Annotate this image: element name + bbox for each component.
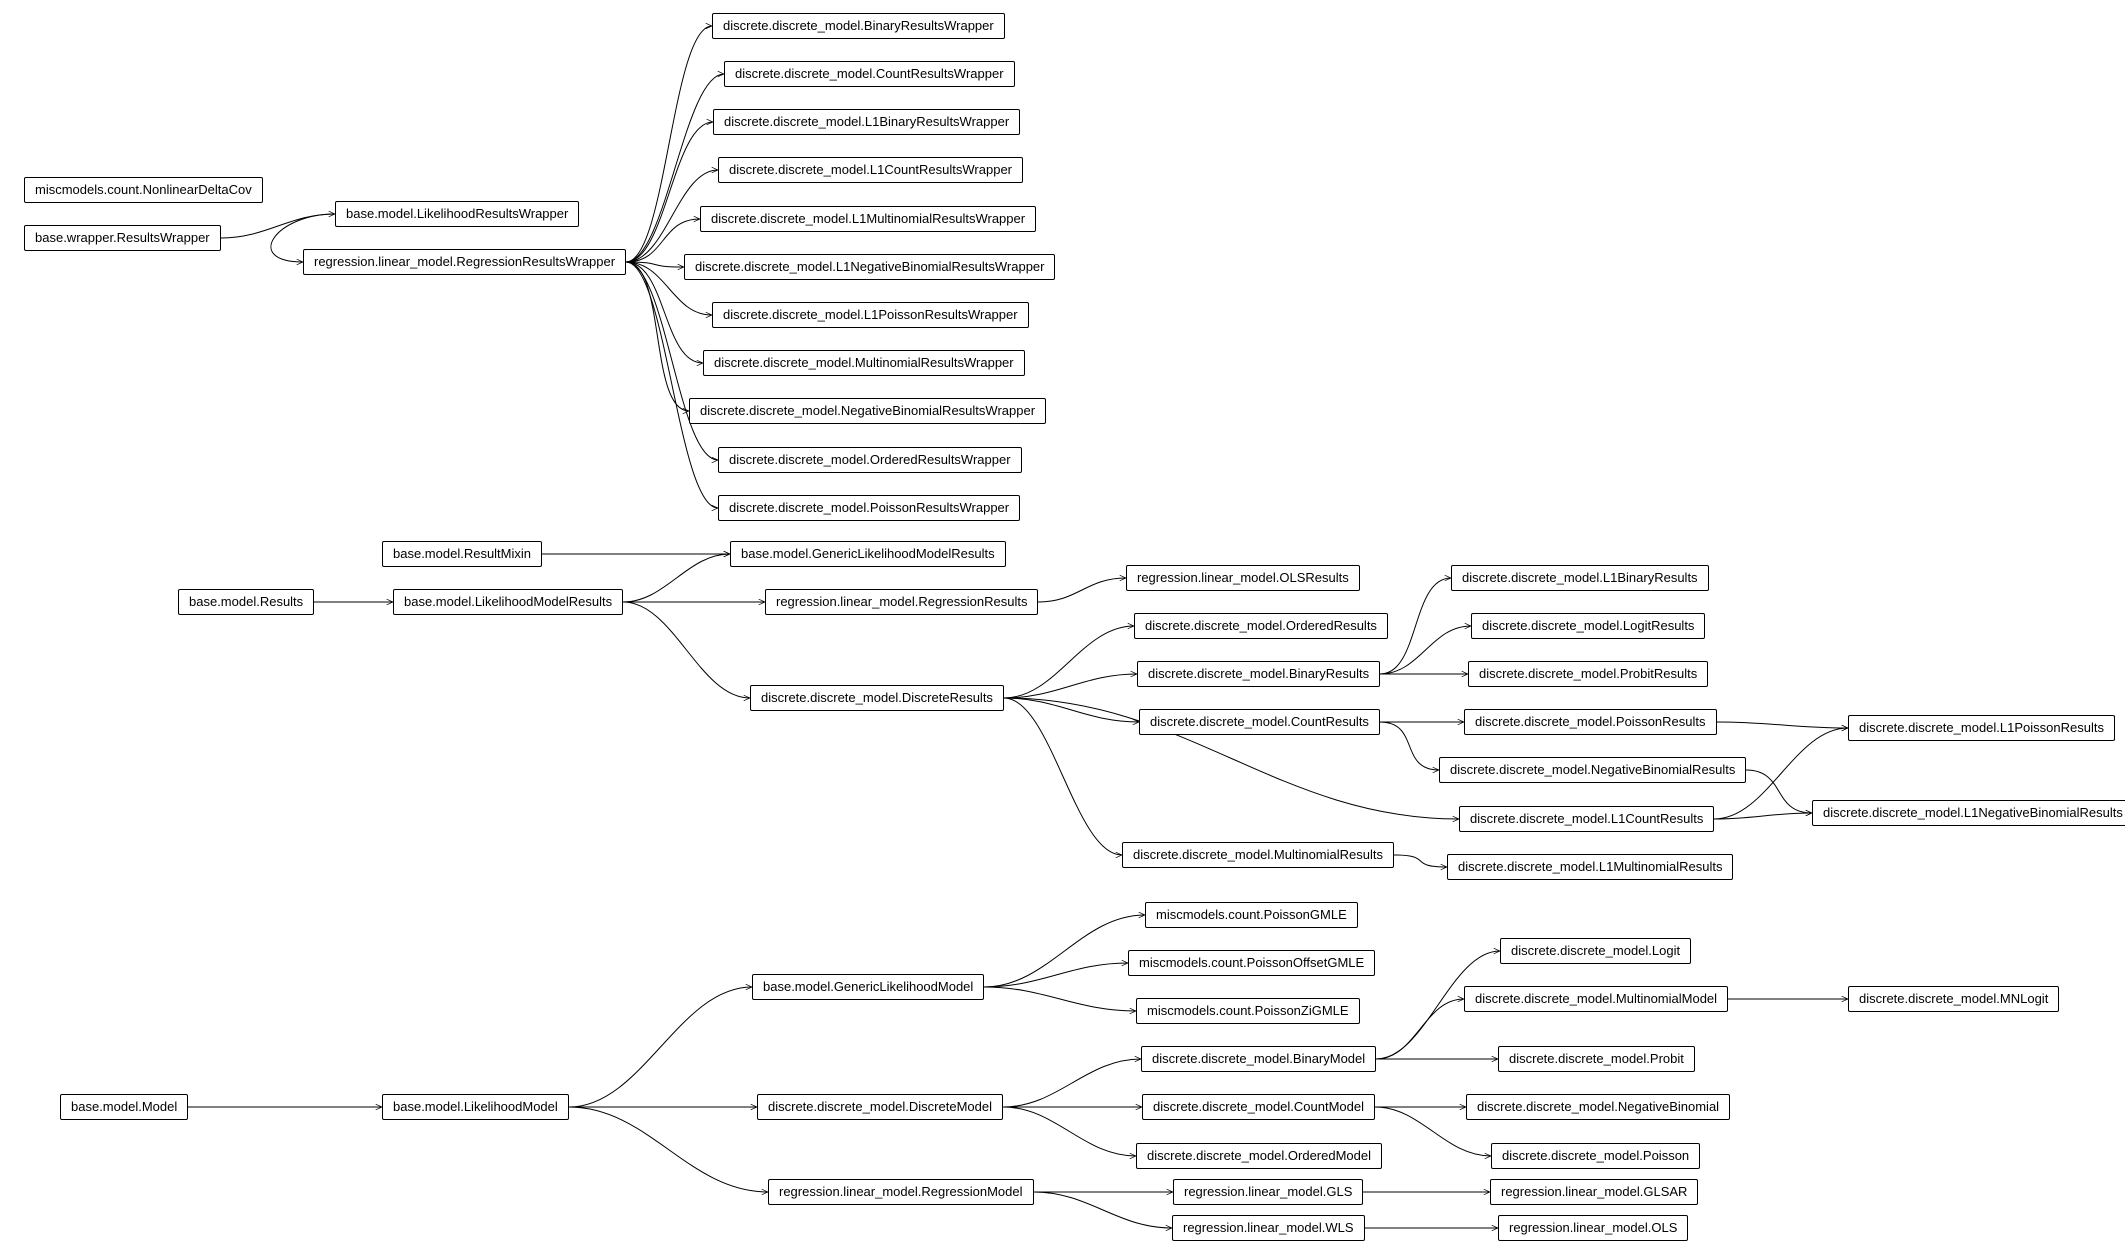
node-n_logit: discrete.discrete_model.Logit [1500, 938, 1691, 964]
edge [1714, 813, 1812, 819]
node-n_wls: regression.linear_model.WLS [1172, 1215, 1365, 1241]
diagram-canvas: discrete.discrete_model.BinaryResultsWra… [0, 0, 2125, 1247]
edge [221, 214, 335, 238]
node-n_ols: regression.linear_model.OLS [1498, 1215, 1688, 1241]
node-n_discretemodel: discrete.discrete_model.DiscreteModel [757, 1094, 1003, 1120]
node-n_genericlikelihoodmodelresults: base.model.GenericLikelihoodModelResults [730, 541, 1006, 567]
edge [1034, 1192, 1172, 1228]
edge [1746, 770, 1812, 813]
node-n_negativebinomial: discrete.discrete_model.NegativeBinomial [1466, 1094, 1730, 1120]
node-n_orderedresults: discrete.discrete_model.OrderedResults [1134, 613, 1388, 639]
node-n_nbresults: discrete.discrete_model.NegativeBinomial… [1439, 757, 1746, 783]
node-n_l1countresults: discrete.discrete_model.L1CountResults [1459, 806, 1714, 832]
node-n_countresults: discrete.discrete_model.CountResults [1139, 709, 1380, 735]
edge [626, 262, 684, 267]
node-n_l1nbresultswrapper: discrete.discrete_model.L1NegativeBinomi… [684, 254, 1055, 280]
node-n_logitresults: discrete.discrete_model.LogitResults [1471, 613, 1705, 639]
node-n_probit: discrete.discrete_model.Probit [1498, 1046, 1695, 1072]
edge [626, 262, 689, 411]
node-n_nbresultswrapper: discrete.discrete_model.NegativeBinomial… [689, 398, 1046, 424]
edge [1004, 698, 1139, 722]
edges-layer [0, 0, 2125, 1247]
node-n_multinomialresults: discrete.discrete_model.MultinomialResul… [1122, 842, 1394, 868]
node-n_poisson: discrete.discrete_model.Poisson [1491, 1143, 1700, 1169]
node-n_l1multinomialresults: discrete.discrete_model.L1MultinomialRes… [1447, 854, 1733, 880]
node-n_orderedresultswrapper: discrete.discrete_model.OrderedResultsWr… [718, 447, 1022, 473]
node-n_likelihoodmodelresults: base.model.LikelihoodModelResults [393, 589, 623, 615]
node-n_regressionresults: regression.linear_model.RegressionResult… [765, 589, 1038, 615]
edge [626, 262, 718, 508]
edge [626, 74, 724, 262]
node-n_l1countresultswrapper: discrete.discrete_model.L1CountResultsWr… [718, 157, 1023, 183]
edge [984, 987, 1136, 1011]
edge [623, 554, 730, 602]
edge [1003, 1059, 1141, 1107]
node-n_regressionresultswrapper: regression.linear_model.RegressionResult… [303, 249, 626, 275]
node-n_poissonzigmle: miscmodels.count.PoissonZiGMLE [1136, 998, 1360, 1024]
node-n_binaryresultswrapper: discrete.discrete_model.BinaryResultsWra… [712, 13, 1005, 39]
edge [623, 602, 750, 698]
node-n_results: base.model.Results [178, 589, 314, 615]
edge [1004, 698, 1122, 855]
edge [1004, 674, 1137, 698]
node-n_likelihoodresultswrapper: base.model.LikelihoodResultsWrapper [335, 201, 579, 227]
node-n_genericlikelihoodmodel: base.model.GenericLikelihoodModel [752, 974, 984, 1000]
node-n_gls: regression.linear_model.GLS [1173, 1179, 1363, 1205]
node-n_mnlogit: discrete.discrete_model.MNLogit [1848, 986, 2059, 1012]
node-n_l1poissonresults: discrete.discrete_model.L1PoissonResults [1848, 715, 2115, 741]
edge [1394, 855, 1447, 867]
edge [1380, 626, 1471, 674]
node-n_l1nbresults: discrete.discrete_model.L1NegativeBinomi… [1812, 800, 2125, 826]
node-n_binarymodel: discrete.discrete_model.BinaryModel [1141, 1046, 1376, 1072]
node-n_multinomialmodel: discrete.discrete_model.MultinomialModel [1464, 986, 1728, 1012]
node-n_resultmixin: base.model.ResultMixin [382, 541, 542, 567]
edge [984, 963, 1128, 987]
node-n_resultswrapper: base.wrapper.ResultsWrapper [24, 225, 221, 251]
node-n_poissonresultswrapper: discrete.discrete_model.PoissonResultsWr… [718, 495, 1020, 521]
node-n_nonlinearDeltaCov: miscmodels.count.NonlinearDeltaCov [24, 177, 263, 203]
node-n_poissonoffsetgmle: miscmodels.count.PoissonOffsetGMLE [1128, 950, 1375, 976]
node-n_multiresultswrapper: discrete.discrete_model.MultinomialResul… [703, 350, 1025, 376]
node-n_olsresults: regression.linear_model.OLSResults [1126, 565, 1360, 591]
node-n_binaryresults: discrete.discrete_model.BinaryResults [1137, 661, 1380, 687]
node-n_orderedmodel: discrete.discrete_model.OrderedModel [1136, 1143, 1382, 1169]
edge [569, 1107, 768, 1192]
edge [984, 915, 1145, 987]
edge [1380, 578, 1451, 674]
node-n_l1binaryresultswrapper: discrete.discrete_model.L1BinaryResultsW… [713, 109, 1020, 135]
node-n_poissongmle: miscmodels.count.PoissonGMLE [1145, 902, 1358, 928]
edge [1717, 722, 1848, 728]
edge [1004, 626, 1134, 698]
node-n_l1binaryresults: discrete.discrete_model.L1BinaryResults [1451, 565, 1709, 591]
node-n_l1poissonresultswrapper: discrete.discrete_model.L1PoissonResults… [712, 302, 1029, 328]
node-n_regressionmodel: regression.linear_model.RegressionModel [768, 1179, 1034, 1205]
node-n_countresultswrapper: discrete.discrete_model.CountResultsWrap… [724, 61, 1015, 87]
node-n_discreteresults: discrete.discrete_model.DiscreteResults [750, 685, 1004, 711]
node-n_probitresults: discrete.discrete_model.ProbitResults [1468, 661, 1708, 687]
node-n_poissonresults: discrete.discrete_model.PoissonResults [1464, 709, 1717, 735]
node-n_countmodel: discrete.discrete_model.CountModel [1142, 1094, 1375, 1120]
node-n_l1multiresultswrapper: discrete.discrete_model.L1MultinomialRes… [700, 206, 1036, 232]
edge [1003, 1107, 1136, 1156]
edge [1376, 999, 1464, 1059]
edge [569, 987, 752, 1107]
node-n_model: base.model.Model [60, 1094, 188, 1120]
edge [1038, 578, 1126, 602]
node-n_glsar: regression.linear_model.GLSAR [1490, 1179, 1698, 1205]
edge [626, 122, 713, 262]
edge [1380, 722, 1439, 770]
node-n_likelihoodmodel: base.model.LikelihoodModel [382, 1094, 569, 1120]
